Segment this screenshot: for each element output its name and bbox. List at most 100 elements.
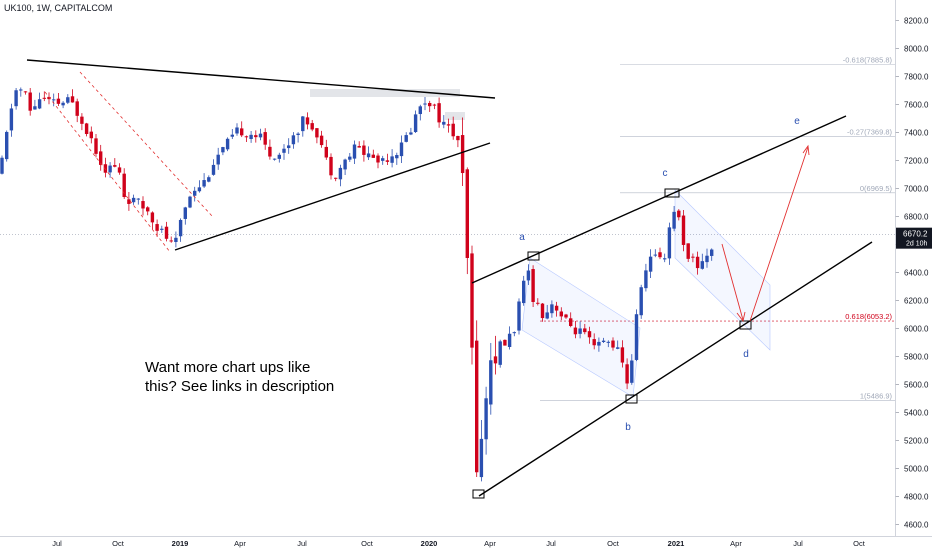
fib-level-label: -0.618(7885.8) — [843, 55, 893, 64]
candle-body — [235, 127, 239, 134]
projection-arrowhead-d — [736, 311, 746, 323]
candle-body — [160, 228, 164, 230]
price-tick-label: 6200.0 — [904, 297, 929, 306]
candle-body — [103, 164, 108, 173]
candle-body — [371, 154, 375, 158]
pivot-marker-box — [527, 251, 540, 261]
price-tick-label: 5800.0 — [904, 353, 929, 362]
decline-channel-lower — [44, 91, 171, 253]
candle-body — [47, 96, 51, 100]
candle-body — [84, 123, 89, 135]
time-tick-label: Oct — [361, 539, 374, 548]
candle-body — [131, 197, 136, 203]
candle-body — [164, 226, 169, 239]
price-tick-label: 5200.0 — [904, 437, 929, 446]
candle-body — [639, 287, 643, 316]
candle-body — [616, 347, 620, 349]
candle-body — [564, 314, 568, 318]
candle-body — [686, 243, 690, 259]
chart-title: UK100, 1W, CAPITALCOM — [4, 3, 113, 13]
candle-body — [291, 135, 296, 145]
candle-body — [80, 116, 84, 124]
candle-body — [399, 142, 404, 157]
candle-body — [634, 314, 639, 360]
candle-body — [61, 102, 65, 106]
wave-label-b: b — [625, 422, 631, 433]
candle-body — [268, 146, 272, 157]
candle-body — [221, 147, 225, 153]
candle-body — [428, 102, 432, 107]
candle-body — [522, 280, 526, 304]
candle-body — [409, 132, 413, 135]
fib-level-label: 0(6969.5) — [860, 184, 893, 193]
candle-body — [648, 256, 653, 272]
last-price-badge — [896, 227, 932, 249]
candle-body — [540, 303, 545, 319]
time-axis[interactable]: Jul Oct 2019 Apr Jul Oct 2020 Apr Jul Oct 2021 Apr J… — [0, 536, 932, 549]
candle-body — [9, 108, 14, 131]
time-tick-label: 2021 — [668, 539, 685, 548]
resistance-zone — [310, 89, 460, 97]
time-tick-label: Jul — [546, 539, 556, 548]
projection-line-d — [721, 243, 744, 321]
candle-body — [169, 240, 173, 242]
candle-body — [569, 318, 573, 327]
candle-body — [536, 302, 540, 304]
price-tick-label: 7600.0 — [904, 101, 929, 110]
wave-label-e: e — [794, 116, 800, 127]
projection-line-e — [749, 146, 809, 322]
candle-body — [475, 340, 479, 473]
candle-body — [446, 124, 451, 126]
candle-body — [625, 364, 629, 384]
candle-body — [37, 99, 42, 109]
candle-body — [343, 159, 347, 170]
candle-body — [254, 135, 258, 138]
candle-body — [681, 215, 686, 245]
candle-body — [117, 167, 122, 173]
candle-body — [456, 135, 460, 141]
candle-body — [211, 164, 216, 175]
candle-body — [390, 156, 394, 163]
fib-level-label: -0.27(7369.8) — [847, 128, 893, 137]
price-tick-label: 8000.0 — [904, 45, 929, 54]
candle-body — [700, 261, 704, 269]
triangle-upper-trendline — [26, 59, 496, 99]
price-axis[interactable]: 8200.0 8000.0 7800.0 7600.0 7400.0 7200.0 7000… — [895, 0, 932, 536]
candle-body — [216, 154, 220, 165]
countdown-label: 2d 10h — [906, 241, 928, 248]
decline-channel-upper — [79, 71, 213, 217]
wave-label-c: c — [663, 168, 668, 179]
candle-body — [155, 224, 159, 231]
candle-body — [376, 155, 380, 163]
last-price-label: 6670.2 — [903, 230, 928, 239]
candle-body — [136, 198, 140, 200]
resistance-zone-small — [445, 112, 465, 120]
candle-body — [263, 132, 267, 145]
candle-body — [362, 145, 366, 155]
price-tick-label: 5400.0 — [904, 409, 929, 418]
wave-label-d: d — [743, 349, 749, 360]
candle-body — [526, 270, 531, 281]
candle-body — [493, 356, 498, 364]
promo-annotation: Want more chart ups like this? See links… — [145, 358, 334, 396]
candle-body — [507, 333, 512, 347]
fib-level-label: 1(5486.9) — [860, 391, 893, 400]
time-tick-label: Oct — [853, 539, 866, 548]
projection-arrowhead-e — [802, 144, 810, 156]
candle-body — [366, 153, 371, 158]
candle-body — [663, 258, 667, 260]
candle-body — [301, 116, 305, 132]
candle-body — [531, 269, 535, 302]
candle-body — [395, 155, 399, 159]
candle-body — [484, 398, 488, 440]
time-tick-label: Jul — [793, 539, 803, 548]
candle-body — [672, 211, 676, 229]
candle-body — [667, 227, 672, 259]
time-tick-label: Oct — [607, 539, 620, 548]
candle-body — [89, 131, 93, 139]
candle-body — [517, 301, 521, 331]
candle-body — [432, 104, 437, 106]
candle-body — [470, 253, 474, 348]
candle-body — [437, 103, 441, 123]
